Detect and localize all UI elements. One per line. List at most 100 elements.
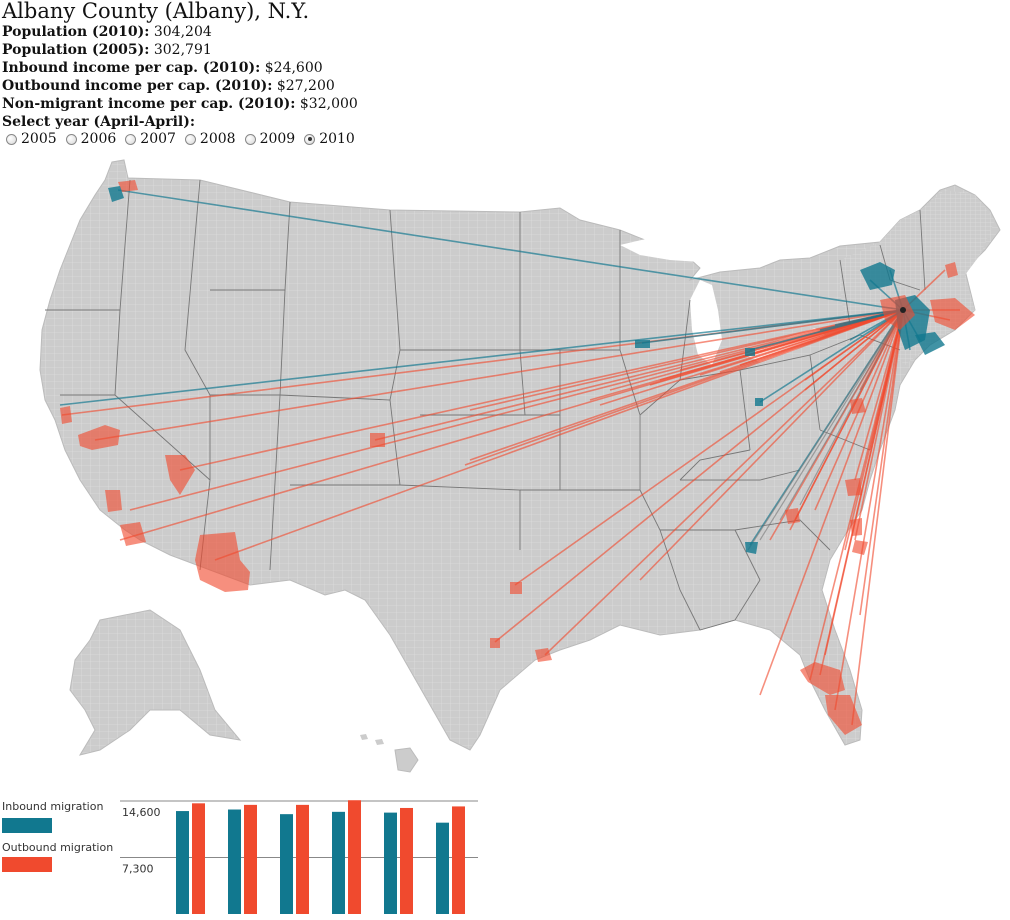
legend-inbound-swatch bbox=[2, 818, 52, 833]
outbound-bar-2006 bbox=[244, 804, 257, 914]
outbound-bar-2008 bbox=[348, 800, 361, 914]
inbound-county[interactable] bbox=[108, 186, 124, 202]
year-label: 2010 bbox=[319, 131, 355, 147]
inbound-bar-2007 bbox=[280, 814, 293, 914]
stat-label: Population (2010): bbox=[2, 24, 150, 40]
year-radio-2005[interactable] bbox=[6, 133, 17, 145]
year-radio-2006[interactable] bbox=[65, 133, 77, 145]
hawaii bbox=[394, 747, 419, 773]
outbound-county[interactable] bbox=[105, 490, 122, 512]
inbound-bar-2006 bbox=[228, 809, 241, 914]
legend-outbound-swatch bbox=[2, 857, 52, 872]
inbound-county[interactable] bbox=[755, 398, 763, 406]
inbound-county[interactable] bbox=[745, 542, 758, 554]
bar-chart-tick-label: 7,300 bbox=[122, 863, 154, 876]
stat-population-2010: Population (2010): 304,204 bbox=[2, 23, 358, 41]
outbound-county[interactable] bbox=[195, 532, 250, 592]
outbound-flow-line bbox=[759, 309, 904, 696]
year-label: 2005 bbox=[21, 131, 57, 147]
stat-population-2005: Population (2005): 302,791 bbox=[2, 41, 358, 59]
us-county-migration-map[interactable] bbox=[0, 150, 1010, 780]
year-option-2009[interactable]: 2009 bbox=[244, 131, 296, 147]
year-label: 2007 bbox=[140, 131, 176, 147]
outbound-flow-line bbox=[851, 309, 904, 726]
stat-value: $32,000 bbox=[299, 96, 358, 112]
county-title: Albany County (Albany), N.Y. bbox=[2, 0, 310, 23]
outbound-county[interactable] bbox=[370, 433, 385, 447]
outbound-flow-line bbox=[834, 309, 904, 711]
outbound-flow-line bbox=[464, 309, 904, 466]
inbound-county[interactable] bbox=[915, 332, 945, 355]
stat-label: Outbound income per cap. (2010): bbox=[2, 78, 273, 94]
mixed-flow-line bbox=[779, 309, 904, 521]
outbound-county[interactable] bbox=[800, 662, 845, 695]
outbound-county[interactable] bbox=[535, 648, 552, 662]
outbound-county[interactable] bbox=[510, 582, 522, 594]
outbound-bar-2010 bbox=[452, 806, 465, 914]
year-label: 2006 bbox=[80, 131, 117, 147]
mixed-flow-line bbox=[759, 309, 904, 541]
outbound-county[interactable] bbox=[945, 262, 958, 278]
outbound-flow-line bbox=[804, 309, 904, 391]
outbound-county[interactable] bbox=[118, 180, 138, 192]
outbound-flow-line bbox=[639, 309, 904, 581]
year-radio-2009[interactable] bbox=[244, 133, 256, 145]
year-select-label: Select year (April-April): bbox=[2, 114, 196, 130]
year-radio-2010[interactable] bbox=[304, 133, 316, 145]
stat-value: 302,791 bbox=[153, 42, 212, 58]
inbound-flow-line bbox=[117, 189, 904, 311]
outbound-county[interactable] bbox=[880, 295, 915, 330]
inbound-county[interactable] bbox=[635, 340, 650, 348]
outbound-bar-2007 bbox=[296, 804, 309, 914]
year-radio-2007[interactable] bbox=[125, 133, 137, 145]
outbound-bar-2009 bbox=[400, 807, 413, 914]
stat-label: Inbound income per cap. (2010): bbox=[2, 60, 261, 76]
outbound-flow-line bbox=[179, 309, 904, 471]
outbound-flow-line bbox=[214, 309, 904, 561]
year-option-2007[interactable]: 2007 bbox=[125, 131, 176, 147]
year-radio-2008[interactable] bbox=[184, 133, 196, 145]
outbound-county[interactable] bbox=[845, 478, 862, 496]
outbound-flow-line bbox=[869, 309, 904, 451]
inbound-flow-line bbox=[641, 309, 904, 344]
inbound-county[interactable] bbox=[745, 348, 755, 356]
albany-county-marker[interactable] bbox=[900, 307, 906, 313]
year-option-2005[interactable]: 2005 bbox=[6, 131, 57, 147]
year-option-2006[interactable]: 2006 bbox=[65, 131, 117, 147]
highlighted-counties bbox=[60, 180, 975, 735]
hawaii-small-islands bbox=[360, 734, 384, 745]
outbound-county[interactable] bbox=[60, 406, 72, 424]
stat-outbound-income: Outbound income per cap. (2010): $27,200 bbox=[2, 77, 358, 95]
stat-value: $27,200 bbox=[276, 78, 335, 94]
stat-value: 304,204 bbox=[153, 24, 212, 40]
outbound-flow-line bbox=[859, 309, 904, 616]
outbound-flow-line bbox=[854, 309, 904, 481]
inbound-flow-line bbox=[59, 309, 904, 406]
year-option-2010[interactable]: 2010 bbox=[304, 131, 355, 147]
outbound-county[interactable] bbox=[78, 425, 120, 450]
outbound-flow-line bbox=[544, 309, 904, 656]
outbound-county[interactable] bbox=[165, 455, 195, 495]
stat-label: Non-migrant income per cap. (2010): bbox=[2, 96, 296, 112]
outbound-county[interactable] bbox=[785, 508, 800, 524]
great-lakes-north bbox=[620, 238, 700, 262]
outbound-county[interactable] bbox=[850, 398, 866, 414]
outbound-county[interactable] bbox=[825, 695, 862, 735]
migration-bar-chart: 14,600 7,300 bbox=[120, 800, 478, 914]
inbound-county[interactable] bbox=[860, 262, 895, 290]
outbound-county[interactable] bbox=[490, 638, 500, 648]
outbound-county[interactable] bbox=[120, 522, 146, 546]
inbound-bar-2005 bbox=[176, 811, 189, 914]
outbound-county[interactable] bbox=[852, 540, 868, 555]
stat-nonmigrant-income: Non-migrant income per cap. (2010): $32,… bbox=[2, 95, 358, 113]
year-option-2008[interactable]: 2008 bbox=[184, 131, 236, 147]
inbound-bar-2008 bbox=[332, 811, 345, 914]
legend-outbound-label: Outbound migration bbox=[2, 841, 114, 854]
outbound-county[interactable] bbox=[930, 298, 975, 330]
outbound-county[interactable] bbox=[850, 518, 862, 536]
year-label: 2009 bbox=[259, 131, 296, 147]
migration-flow-lines bbox=[59, 189, 960, 726]
inbound-flow-line bbox=[759, 309, 904, 403]
outbound-bar-2005 bbox=[192, 803, 205, 914]
outbound-flow-line bbox=[94, 309, 904, 441]
